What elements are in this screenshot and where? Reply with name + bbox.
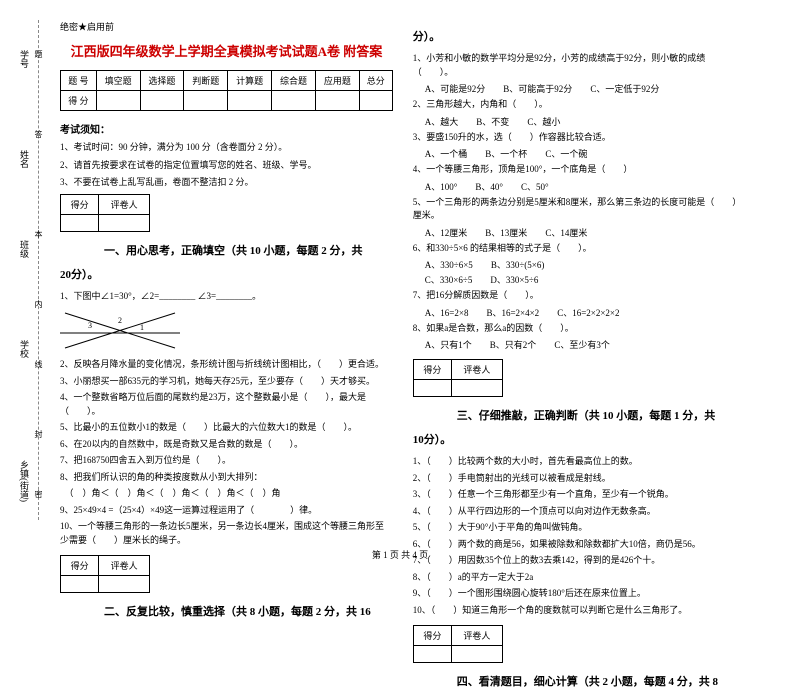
notice-3: 3、不要在试卷上乱写乱画，卷面不整洁扣 2 分。	[60, 176, 393, 190]
section-3-title: 三、仔细推敲，正确判断（共 10 小题，每题 1 分，共	[413, 407, 746, 423]
sidebar-banji: 班级	[18, 240, 31, 258]
left-column: 绝密★启用前 江西版四年级数学上学期全真模拟考试试题A卷 附答案 题 号 填空题…	[50, 20, 403, 535]
section-1-title2: 20分）。	[60, 266, 393, 282]
svg-text:3: 3	[88, 321, 92, 330]
sidebar-xiangzhen: 乡镇(街道)	[18, 460, 31, 502]
q1-3: 3、小丽想买一部635元的学习机，她每天存25元，至少要存（ ）天才够买。	[60, 375, 393, 389]
q1-4: 4、一个整数省略万位后面的尾数约是23万，这个整数最小是（ ），最大是（ ）。	[60, 391, 393, 418]
sidebar-xuehao: 学号	[18, 50, 31, 68]
section-2-title2: 分）。	[413, 28, 746, 44]
q2-7: 7、把16分解质因数是（ ）。	[413, 289, 746, 303]
q3-3: 3、（ ）任意一个三角形都至少有一个直角，至少有一个锐角。	[413, 488, 746, 502]
q1-8: 8、把我们所认识的角的种类按度数从小到大排列：	[60, 471, 393, 485]
q2-2: 2、三角形越大，内角和（ ）。	[413, 98, 746, 112]
q3-10: 10、（ ）知道三角形一个角的度数就可以判断它是什么三角形了。	[413, 604, 746, 618]
q3-4: 4、（ ）从平行四边形的一个顶点可以向对边作无数条高。	[413, 505, 746, 519]
score-box-1: 得分评卷人	[60, 194, 150, 232]
notice-1: 1、考试时间：90 分钟，满分为 100 分（含卷面分 2 分）。	[60, 141, 393, 155]
q2-6-opts2: C、330×6÷5D、330×5÷6	[425, 273, 746, 286]
q1-1: 1、下图中∠1=30°，∠2=________ ∠3=________。	[60, 290, 393, 304]
page-footer: 第 1 页 共 4 页	[0, 548, 800, 561]
q1-10: 10、一个等腰三角形的一条边长5厘米，另一条边长4厘米，围成这个等腰三角形至少需…	[60, 520, 393, 547]
score-box-4: 得分评卷人	[413, 625, 503, 663]
q1-6: 6、在20以内的自然数中，既是奇数又是合数的数是（ ）。	[60, 438, 393, 452]
q2-4: 4、一个等腰三角形，顶角是100°，一个底角是（ ）	[413, 163, 746, 177]
q2-3-opts: A、一个桶B、一个杯C、一个碗	[425, 147, 746, 160]
score-table: 题 号 填空题 选择题 判断题 计算题 综合题 应用题 总分 得 分	[60, 70, 393, 111]
q2-6: 6、和330÷5×6 的结果相等的式子是（ ）。	[413, 242, 746, 256]
svg-text:2: 2	[118, 316, 122, 325]
exam-title: 江西版四年级数学上学期全真模拟考试试题A卷 附答案	[60, 41, 393, 60]
notice-title: 考试须知：	[60, 121, 393, 136]
q3-1: 1、（ ）比较两个数的大小时，首先看最高位上的数。	[413, 455, 746, 469]
section-3-title2: 10分）。	[413, 431, 746, 447]
svg-text:1: 1	[140, 323, 144, 332]
section-4-title: 四、看清题目，细心计算（共 2 小题，每题 4 分，共 8	[413, 673, 746, 689]
confidential-note: 绝密★启用前	[60, 20, 393, 33]
q2-5-opts: A、12厘米B、13厘米C、14厘米	[425, 226, 746, 239]
section-1-title: 一、用心思考，正确填空（共 10 小题，每题 2 分，共	[60, 242, 393, 258]
q2-5: 5、一个三角形的两条边分别是5厘米和8厘米，那么第三条边的长度可能是（ ）厘米。	[413, 196, 746, 223]
q1-7: 7、把168750四舍五入到万位约是（ ）。	[60, 454, 393, 468]
q1-5: 5、比最小的五位数小1的数是（ ）比最大的六位数大1的数是（ ）。	[60, 421, 393, 435]
q1-8b: （ ）角＜（ ）角＜（ ）角＜（ ）角＜（ ）角	[60, 487, 393, 501]
q2-8-opts: A、只有1个B、只有2个C、至少有3个	[425, 338, 746, 351]
q2-4-opts: A、100°B、40°C、50°	[425, 180, 746, 193]
q2-3: 3、要盛150升的水，选（ ）作容器比较合适。	[413, 131, 746, 145]
q3-9: 9、（ ）一个图形围绕圆心旋转180°后还在原来位置上。	[413, 587, 746, 601]
q2-8: 8、如果a是合数，那么a的因数（ ）。	[413, 322, 746, 336]
angle-diagram: 3 2 1	[60, 308, 180, 353]
section-2-title: 二、反复比较，慎重选择（共 8 小题，每题 2 分，共 16	[60, 603, 393, 619]
q2-1-opts: A、可能是92分B、可能高于92分C、一定低于92分	[425, 82, 746, 95]
sidebar-xuexiao: 学校	[18, 340, 31, 358]
q2-7-opts: A、16=2×8B、16=2×4×2C、16=2×2×2×2	[425, 306, 746, 319]
q3-2: 2、（ ）手电筒射出的光线可以被看成是射线。	[413, 472, 746, 486]
q3-8: 8、（ ）a的平方一定大于2a	[413, 571, 746, 585]
sealing-line: 题 答 本 内 线 封 密	[38, 20, 39, 520]
sidebar-xingming: 姓名	[18, 150, 31, 168]
score-box-3: 得分评卷人	[413, 359, 503, 397]
binding-sidebar: 学号 姓名 班级 学校 乡镇(街道)	[8, 20, 48, 520]
notice-2: 2、请首先按要求在试卷的指定位置填写您的姓名、班级、学号。	[60, 159, 393, 173]
q2-2-opts: A、越大B、不变C、越小	[425, 115, 746, 128]
q3-5: 5、（ ）大于90°小于平角的角叫做钝角。	[413, 521, 746, 535]
q2-1: 1、小芳和小敏的数学平均分是92分，小芳的成绩高于92分，则小敏的成绩（ ）。	[413, 52, 746, 79]
right-column: 分）。 1、小芳和小敏的数学平均分是92分，小芳的成绩高于92分，则小敏的成绩（…	[403, 20, 756, 535]
q1-2: 2、反映各月降水量的变化情况，条形统计图与折线统计图相比，（ ）更合适。	[60, 358, 393, 372]
q2-6-opts: A、330÷6×5B、330÷(5×6)	[425, 258, 746, 271]
q1-9: 9、25×49×4 =（25×4）×49这一运算过程运用了（ ）律。	[60, 504, 393, 518]
